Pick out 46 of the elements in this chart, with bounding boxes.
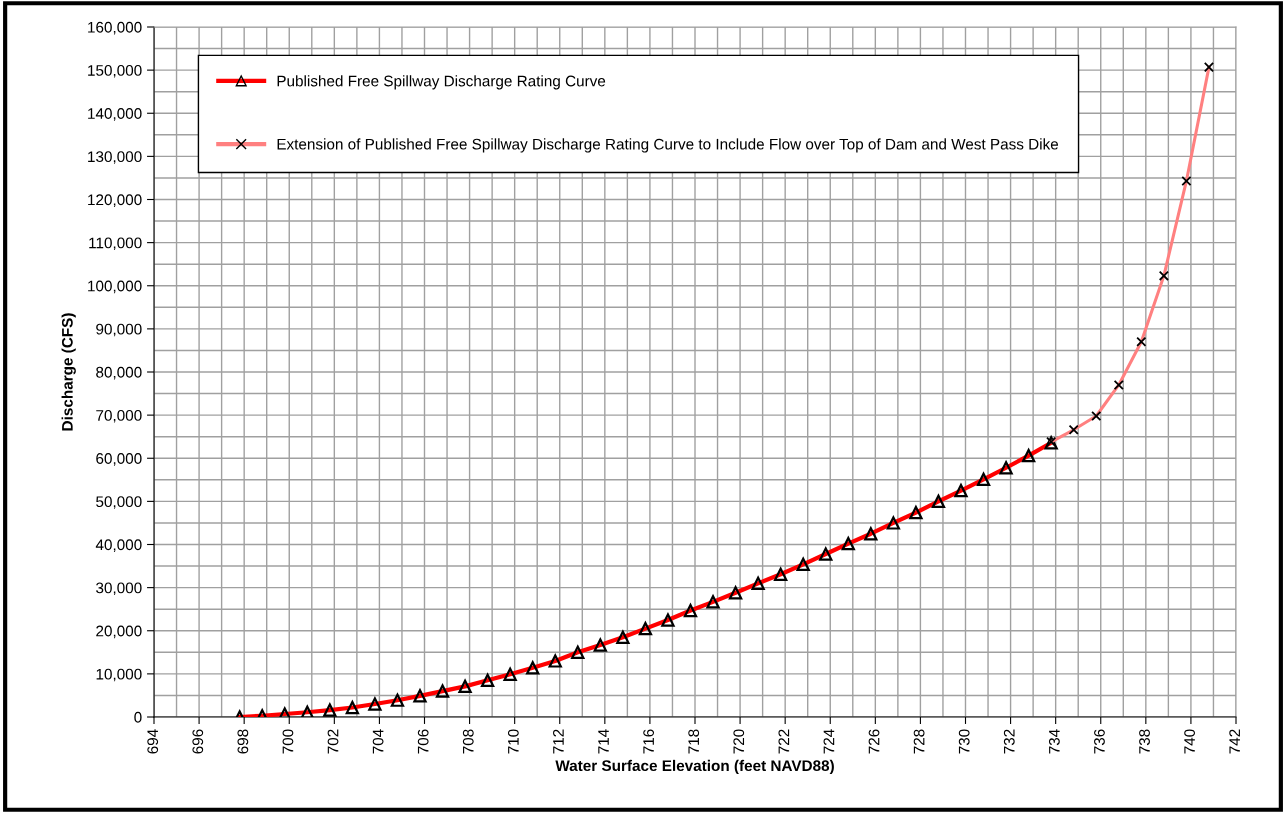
y-tick-label: 120,000 (88, 194, 142, 207)
x-tick-label: 736 (1094, 729, 1105, 754)
y-axis-title: Discharge (CFS) (61, 313, 76, 431)
y-tick-label: 70,000 (96, 409, 142, 423)
y-tick-label: 50,000 (96, 496, 142, 509)
y-tick-label: 130,000 (88, 151, 142, 164)
x-tick-label: 716 (643, 729, 655, 754)
y-tick-label: 150,000 (88, 64, 142, 78)
y-tick-label: 10,000 (96, 668, 142, 682)
y-tick-label: 20,000 (96, 625, 142, 639)
x-tick-label: 706 (417, 729, 429, 754)
x-tick-label: 714 (598, 729, 609, 754)
x-tick-label: 740 (1184, 729, 1196, 754)
x-tick-label: 712 (553, 729, 564, 754)
y-tick-label: 80,000 (96, 366, 142, 380)
x-tick-label: 732 (1003, 729, 1015, 754)
x-tick-label: 730 (958, 729, 970, 754)
x-tick-label: 696 (192, 729, 204, 754)
legend-label: Published Free Spillway Discharge Rating Curve (277, 75, 606, 90)
x-tick-label: 710 (507, 729, 519, 754)
x-tick-label: 700 (282, 729, 294, 754)
y-tick-label: 40,000 (95, 539, 142, 552)
y-tick-label: 160,000 (88, 21, 142, 35)
x-axis-title: Water Surface Elevation (feet NAVD88) (555, 759, 834, 775)
y-tick-label: 110,000 (89, 237, 142, 251)
x-tick-label: 724 (823, 729, 835, 754)
x-tick-label: 708 (462, 729, 474, 754)
x-tick-label: 702 (327, 729, 339, 754)
x-tick-label: 734 (1048, 729, 1060, 754)
y-tick-label: 30,000 (96, 582, 142, 596)
x-tick-label: 722 (778, 729, 790, 754)
x-tick-label: 704 (372, 729, 384, 754)
y-tick-label: 100,000 (88, 280, 142, 294)
x-tick-label: 726 (868, 729, 880, 754)
x-tick-label: 720 (733, 729, 745, 754)
x-tick-label: 742 (1229, 729, 1240, 754)
y-tick-label: 60,000 (96, 453, 142, 466)
y-tick-label: 90,000 (96, 323, 142, 337)
x-tick-label: 738 (1139, 729, 1150, 754)
x-tick-label: 718 (688, 729, 700, 754)
x-tick-label: 694 (147, 729, 159, 754)
legend-label: Extension of Published Free Spillway Discharge Rating Curve to Include Flow over Top of Dam and West Pass Dike (277, 138, 1059, 153)
y-tick-label: 0 (134, 711, 142, 723)
x-tick-label: 728 (913, 729, 925, 754)
y-tick-label: 140,000 (88, 108, 142, 121)
x-tick-label: 698 (237, 729, 249, 754)
